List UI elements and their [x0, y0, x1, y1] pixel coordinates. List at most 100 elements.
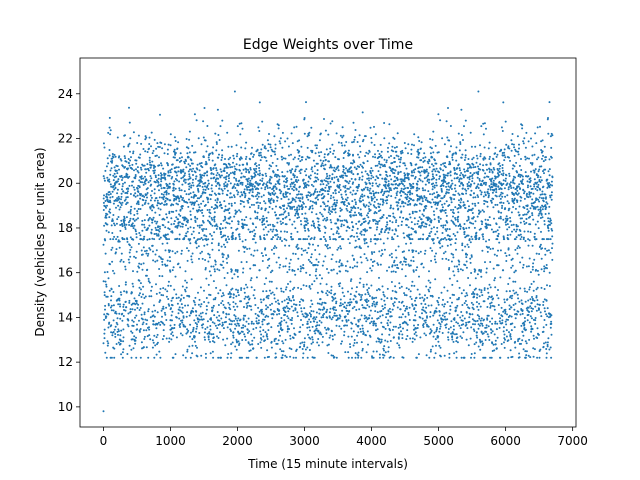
scatter-point — [305, 101, 307, 104]
scatter-point — [104, 308, 106, 311]
scatter-point — [366, 160, 369, 163]
scatter-point — [413, 171, 416, 174]
scatter-point — [216, 225, 219, 228]
scatter-point — [341, 340, 343, 343]
scatter-point — [132, 324, 135, 327]
scatter-point — [141, 302, 144, 305]
scatter-point — [199, 173, 202, 176]
scatter-point — [263, 238, 266, 241]
scatter-point — [290, 132, 293, 135]
scatter-point — [109, 201, 112, 204]
scatter-point — [233, 273, 236, 276]
scatter-point — [349, 186, 352, 189]
scatter-point — [220, 302, 223, 305]
scatter-point — [362, 162, 365, 165]
scatter-point — [272, 171, 275, 174]
scatter-point — [423, 298, 426, 301]
scatter-point — [197, 320, 200, 323]
scatter-point — [262, 298, 265, 301]
scatter-point — [297, 197, 300, 200]
scatter-point — [282, 290, 285, 293]
scatter-point — [274, 192, 277, 195]
scatter-point — [140, 175, 143, 178]
scatter-point — [380, 150, 383, 153]
scatter-point — [242, 163, 245, 166]
scatter-point — [419, 174, 422, 177]
scatter-point — [410, 221, 413, 224]
scatter-point — [298, 185, 301, 188]
scatter-point — [307, 180, 310, 183]
scatter-point — [351, 307, 354, 310]
scatter-point — [129, 248, 132, 251]
scatter-point — [146, 163, 149, 166]
scatter-point — [284, 244, 287, 247]
scatter-point — [406, 174, 409, 177]
scatter-point — [225, 313, 228, 316]
scatter-point — [284, 288, 287, 291]
scatter-point — [220, 188, 223, 191]
scatter-point — [300, 267, 302, 270]
scatter-point — [326, 244, 329, 246]
scatter-point — [153, 192, 156, 195]
scatter-point — [239, 195, 242, 198]
scatter-point — [182, 168, 185, 171]
scatter-point — [281, 221, 284, 224]
scatter-point — [421, 200, 424, 203]
scatter-point — [235, 168, 238, 171]
scatter-point — [262, 290, 265, 293]
scatter-point — [213, 218, 216, 221]
scatter-point — [421, 166, 424, 169]
scatter-point — [367, 299, 370, 302]
scatter-point — [402, 232, 405, 235]
scatter-point — [358, 245, 361, 248]
scatter-point — [198, 314, 201, 317]
scatter-point — [321, 264, 324, 267]
scatter-point — [223, 243, 225, 246]
scatter-point — [343, 334, 346, 337]
scatter-point — [344, 184, 347, 187]
scatter-point — [151, 209, 154, 212]
scatter-point — [388, 142, 391, 145]
scatter-point — [393, 216, 396, 219]
scatter-point — [175, 316, 178, 319]
scatter-point — [137, 191, 140, 193]
scatter-point — [252, 153, 255, 156]
scatter-point — [310, 310, 313, 312]
scatter-point — [158, 255, 161, 258]
scatter-point — [344, 269, 347, 272]
scatter-point — [283, 186, 286, 189]
scatter-point — [247, 186, 250, 189]
scatter-point — [222, 327, 225, 330]
scatter-point — [434, 261, 437, 264]
scatter-point — [291, 223, 294, 226]
scatter-point — [185, 286, 188, 289]
scatter-point — [266, 181, 269, 184]
scatter-point — [316, 302, 319, 305]
scatter-point — [182, 176, 184, 179]
scatter-point — [230, 293, 232, 295]
scatter-point — [247, 228, 250, 231]
scatter-point — [207, 197, 209, 200]
scatter-point — [151, 204, 154, 206]
scatter-point — [186, 247, 188, 250]
scatter-point — [180, 196, 183, 199]
scatter-point — [167, 280, 170, 283]
scatter-point — [117, 216, 120, 218]
scatter-point — [303, 343, 306, 346]
scatter-point — [277, 256, 280, 259]
scatter-point — [376, 164, 379, 167]
scatter-point — [281, 354, 284, 357]
scatter-point — [354, 239, 357, 242]
scatter-point — [164, 199, 167, 202]
scatter-point — [222, 292, 224, 295]
scatter-point — [376, 311, 379, 314]
scatter-point — [389, 215, 392, 217]
scatter-point — [409, 216, 412, 219]
scatter-point — [108, 289, 111, 292]
scatter-point — [177, 262, 180, 265]
scatter-point — [361, 195, 364, 198]
scatter-point — [333, 199, 336, 202]
scatter-point — [248, 171, 251, 174]
scatter-point — [284, 306, 287, 309]
scatter-point — [262, 329, 265, 332]
